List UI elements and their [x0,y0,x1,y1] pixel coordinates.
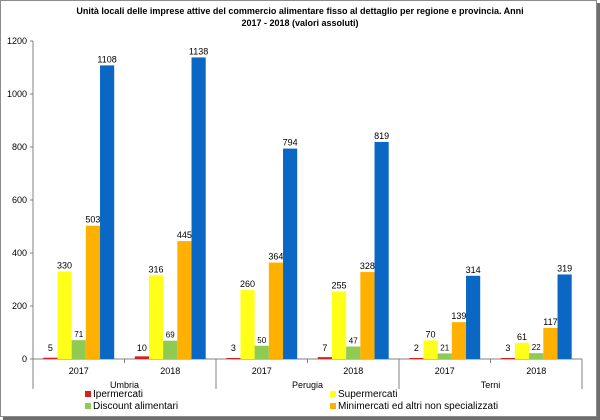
bar [85,225,101,359]
bar [191,57,206,360]
bar [283,148,298,359]
data-label: 7 [322,343,327,353]
y-tick-label: 400 [12,248,27,258]
data-label: 314 [466,265,481,275]
y-tick-label: 1000 [7,89,27,99]
bar [514,342,530,359]
bar [134,356,149,359]
bar [317,357,332,359]
bar [451,322,467,359]
group-label: Terni [481,380,501,390]
bar [43,357,58,359]
legend-swatch [85,403,91,409]
chart-title-line-2: 2017 - 2018 (valori assoluti) [241,18,358,28]
data-label: 330 [57,261,72,271]
data-label: 260 [240,279,255,289]
bar [423,340,438,359]
data-label: 316 [149,264,164,274]
data-label: 255 [332,280,347,290]
x-category-label: 2018 [343,366,363,376]
bar [437,353,452,359]
data-label: 139 [451,311,466,321]
bar [268,262,284,359]
bar [557,274,572,359]
data-label: 10 [137,343,147,353]
data-label: 22 [532,343,541,352]
legend-swatch [85,391,91,397]
bar [240,290,255,359]
x-category-label: 2017 [435,366,455,376]
x-category-label: 2018 [526,366,546,376]
data-label: 69 [166,331,175,340]
bar [226,358,241,359]
legend-label: Ipermercati [93,389,143,400]
y-tick-label: 200 [12,301,27,311]
bar [331,291,347,359]
bar [100,65,115,359]
bar [71,340,86,359]
x-category-label: 2018 [160,366,180,376]
data-label: 445 [177,230,192,240]
bar [500,358,515,359]
bar [529,353,544,359]
data-label: 70 [426,329,436,339]
data-label: 21 [440,343,449,352]
y-tick-label: 800 [12,142,27,152]
data-label: 3 [505,343,510,353]
bar [163,340,178,359]
bar [346,346,361,359]
data-label: 319 [557,263,572,273]
group-label: Perugia [292,380,323,390]
data-label: 503 [85,215,100,225]
bar [543,327,558,359]
bar [254,345,269,359]
legend-label: Minimercati ed altri non specializzati [338,401,498,412]
bar [360,272,375,359]
legend-label: Supermercati [338,389,397,400]
bar [466,275,481,359]
bar [57,271,72,359]
data-label: 117 [543,317,557,327]
bar [177,241,192,359]
bar [374,141,389,359]
data-label: 61 [517,332,527,342]
data-label: 3 [231,343,236,353]
data-label: 364 [268,252,283,262]
data-label: 328 [360,261,375,271]
y-tick-label: 1200 [7,36,27,46]
bar [409,358,424,359]
legend-swatch [330,391,336,397]
legend-swatch [330,403,336,409]
data-label: 1108 [97,54,116,64]
data-label: 2 [414,343,419,353]
data-label: 5 [48,343,53,353]
data-label: 819 [374,131,389,141]
group-label: Umbria [110,380,139,390]
y-tick-label: 600 [12,195,27,205]
x-category-label: 2017 [252,366,272,376]
data-label: 47 [349,337,358,346]
legend-label: Discount alimentari [93,401,178,412]
bar [148,275,164,359]
y-tick-label: 0 [22,354,27,364]
data-label: 71 [74,330,83,339]
data-label: 1138 [189,46,208,56]
data-label: 794 [283,138,298,148]
x-category-label: 2017 [69,366,89,376]
data-label: 50 [257,336,266,345]
chart-title-line-1: Unità locali delle imprese attive del co… [76,6,523,16]
